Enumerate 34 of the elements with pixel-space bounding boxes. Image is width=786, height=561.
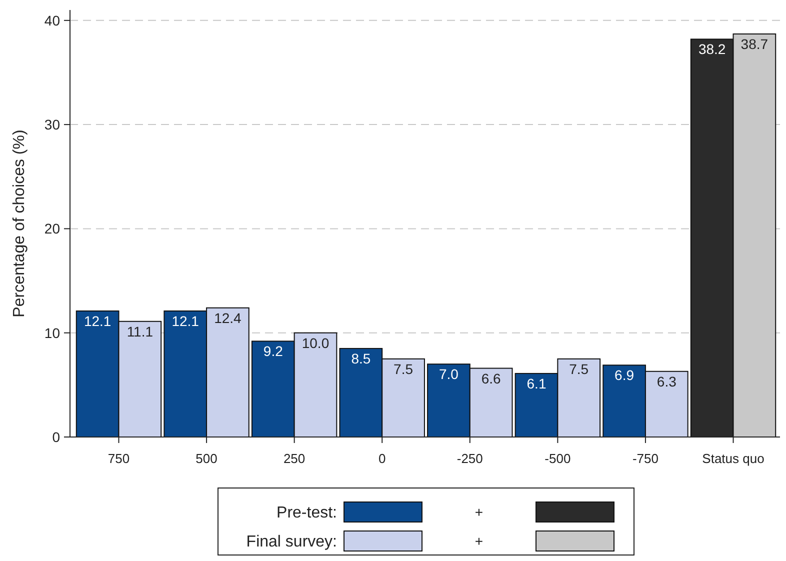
text: +: [474, 504, 484, 520]
data-label: 8.5: [351, 350, 371, 366]
x-tick-label: -250: [456, 451, 483, 466]
y-tick-label: 10: [44, 324, 60, 341]
data-label: 11.1: [126, 323, 154, 340]
x-tick-label: 750: [108, 451, 130, 466]
y-tick-label: 30: [44, 116, 60, 132]
y-axis-title: Percentage of choices (%): [11, 130, 28, 318]
legend-label: Pre-test:: [276, 504, 337, 522]
data-label: 7.0: [438, 366, 459, 382]
y-tick-label: 0: [52, 428, 60, 445]
x-tick-label: 0: [378, 451, 386, 466]
legend-label: Final survey:: [246, 534, 337, 551]
data-label: 6.6: [481, 370, 502, 386]
data-label: 7.5: [569, 360, 589, 377]
data-label: 38.2: [698, 41, 726, 58]
data-label: 7.5: [394, 360, 414, 377]
x-tick-label: -750: [632, 451, 658, 466]
data-label: 38.7: [740, 36, 768, 52]
x-tick-label: 500: [196, 451, 218, 466]
data-label: 9.2: [263, 343, 284, 360]
data-label: 12.1: [84, 312, 112, 329]
data-label: 6.3: [656, 373, 677, 390]
data-label: 6.9: [614, 367, 634, 384]
data-label: 6.1: [526, 375, 546, 392]
x-tick-label: Status quo: [702, 451, 764, 466]
y-tick-label: 40: [44, 12, 60, 28]
x-tick-label: 250: [283, 451, 306, 466]
text: +: [474, 532, 484, 549]
y-tick-label: 20: [44, 220, 60, 237]
data-label: 12.1: [172, 312, 200, 329]
x-tick-label: -500: [544, 451, 571, 466]
data-label: 12.4: [214, 310, 242, 326]
data-label: 10.0: [302, 334, 330, 351]
